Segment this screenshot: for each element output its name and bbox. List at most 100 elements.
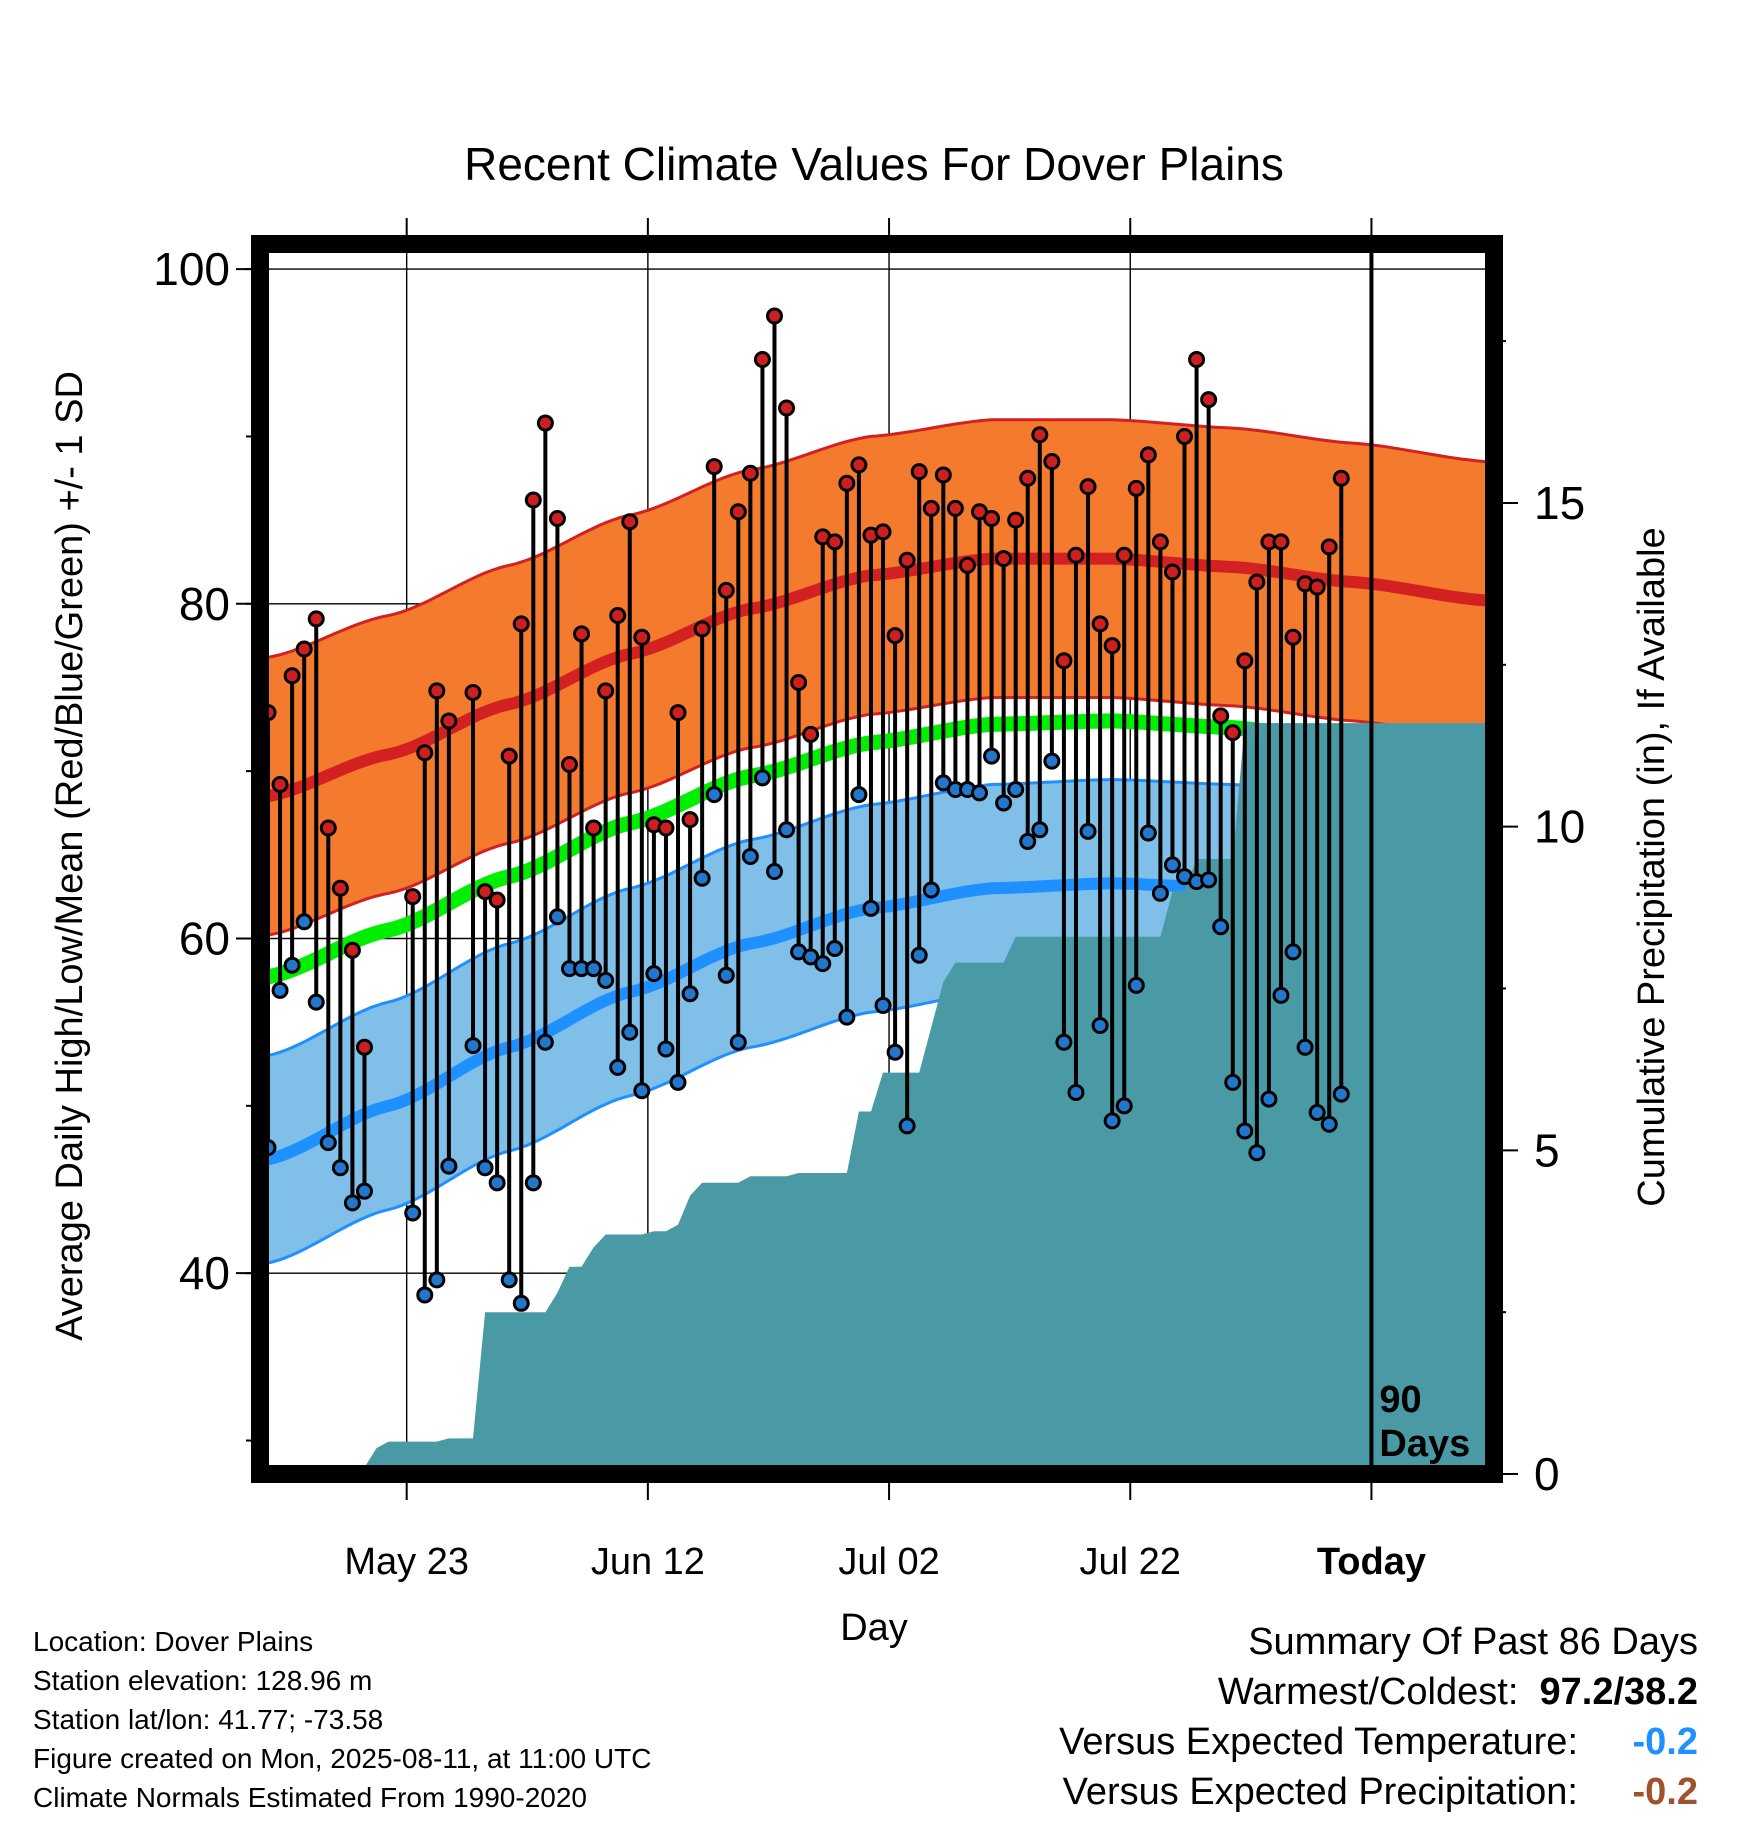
daily-low-point xyxy=(1163,856,1181,874)
y2-tick-label: 10 xyxy=(1534,801,1585,853)
daily-low-point xyxy=(1055,1033,1073,1051)
daily-high-point xyxy=(838,474,856,492)
daily-low-point xyxy=(765,863,783,881)
daily-low-point xyxy=(645,965,663,983)
daily-low-point xyxy=(1043,752,1061,770)
daily-low-point xyxy=(440,1157,458,1175)
daily-high-point xyxy=(741,464,759,482)
daily-low-point xyxy=(1224,1073,1242,1091)
daily-high-point xyxy=(1320,538,1338,556)
daily-high-point xyxy=(1067,546,1085,564)
precip-value: -0.2 xyxy=(1632,1771,1698,1813)
daily-high-point xyxy=(717,581,735,599)
daily-low-point xyxy=(1260,1090,1278,1108)
warm-cold-label: Warmest/Coldest: xyxy=(1217,1671,1519,1713)
daily-high-point xyxy=(1284,628,1302,646)
daily-low-point xyxy=(838,1008,856,1026)
daily-low-point xyxy=(1139,824,1157,842)
daily-high-point xyxy=(609,607,627,625)
y-tick-label: 100 xyxy=(153,243,230,295)
daily-low-point xyxy=(717,966,735,984)
daily-high-point xyxy=(1103,637,1121,655)
daily-high-point xyxy=(488,891,506,909)
daily-low-point xyxy=(1332,1085,1350,1103)
daily-low-point xyxy=(319,1134,337,1152)
daily-high-point xyxy=(416,744,434,762)
daily-high-point xyxy=(319,819,337,837)
daily-low-point xyxy=(609,1058,627,1076)
daily-low-point xyxy=(295,913,313,931)
daily-high-point xyxy=(524,491,542,509)
daily-high-point xyxy=(307,610,325,628)
daily-high-point xyxy=(404,888,422,906)
daily-high-point xyxy=(681,811,699,829)
info-elevation: Station elevation: 128.96 m xyxy=(33,1665,373,1696)
daily-high-point xyxy=(910,463,928,481)
daily-high-point xyxy=(1176,427,1194,445)
daily-high-point xyxy=(1200,391,1218,409)
daily-low-point xyxy=(428,1271,446,1289)
temp-value: -0.2 xyxy=(1632,1721,1698,1763)
y-tick-label: 40 xyxy=(179,1247,230,1299)
daily-low-point xyxy=(1007,781,1025,799)
daily-high-point xyxy=(1163,563,1181,581)
daily-low-point xyxy=(1019,832,1037,850)
daily-low-point xyxy=(548,908,566,926)
x-tick-label: Jul 02 xyxy=(838,1541,939,1583)
x-tick-label: Jul 22 xyxy=(1080,1541,1181,1583)
daily-high-point xyxy=(1055,652,1073,670)
daily-low-point xyxy=(657,1040,675,1058)
daily-high-point xyxy=(778,399,796,417)
x-axis-title: Day xyxy=(840,1607,908,1649)
summary-warm-cold: Warmest/Coldest: 97.2/38.2 xyxy=(1059,1667,1698,1717)
daily-low-point xyxy=(886,1043,904,1061)
daily-low-point xyxy=(753,769,771,787)
daily-high-point xyxy=(983,509,1001,527)
daily-high-point xyxy=(922,499,940,517)
daily-low-point xyxy=(862,899,880,917)
daily-high-point xyxy=(765,307,783,325)
daily-low-point xyxy=(404,1204,422,1222)
daily-low-point xyxy=(283,956,301,974)
daily-low-point xyxy=(416,1286,434,1304)
daily-high-point xyxy=(295,640,313,658)
daily-high-point xyxy=(874,523,892,541)
daily-high-point xyxy=(1019,469,1037,487)
daily-high-point xyxy=(1079,478,1097,496)
days-marker-label: Days xyxy=(1379,1423,1470,1465)
daily-low-point xyxy=(1284,943,1302,961)
daily-low-point xyxy=(1067,1083,1085,1101)
daily-low-point xyxy=(1091,1017,1109,1035)
summary-panel: Summary Of Past 86 Days Warmest/Coldest:… xyxy=(1059,1617,1698,1817)
daily-low-point xyxy=(1296,1038,1314,1056)
station-info: Location: Dover Plains Station elevation… xyxy=(33,1622,651,1817)
daily-high-point xyxy=(1091,615,1109,633)
axis-ticks: 40 60 80 100 0 5 10 15 May 23 Jun 12 Jul 02 Jul 22 T… xyxy=(153,218,1585,1583)
daily-low-point xyxy=(1200,871,1218,889)
daily-high-point xyxy=(753,350,771,368)
daily-high-point xyxy=(355,1038,373,1056)
daily-high-point xyxy=(705,458,723,476)
daily-high-point xyxy=(946,499,964,517)
info-normals: Climate Normals Estimated From 1990-2020 xyxy=(33,1782,587,1813)
y2-axis-title: Cumulative Precipitation (in), If Availa… xyxy=(1631,527,1673,1206)
precipitation-area xyxy=(268,723,1486,1474)
y-tick-label: 80 xyxy=(179,578,230,630)
daily-low-point xyxy=(524,1174,542,1192)
days-marker-label: 90 xyxy=(1379,1379,1421,1421)
daily-high-point xyxy=(597,682,615,700)
info-location: Location: Dover Plains xyxy=(33,1626,314,1657)
daily-low-point xyxy=(464,1037,482,1055)
daily-high-point xyxy=(693,620,711,638)
daily-high-point xyxy=(548,509,566,527)
daily-high-point xyxy=(500,747,518,765)
daily-low-point xyxy=(633,1082,651,1100)
daily-high-point xyxy=(1188,350,1206,368)
y2-tick-label: 5 xyxy=(1534,1124,1560,1176)
daily-high-point xyxy=(512,615,530,633)
daily-low-point xyxy=(343,1194,361,1212)
daily-low-point xyxy=(1151,884,1169,902)
daily-high-point xyxy=(343,941,361,959)
daily-high-point xyxy=(536,414,554,432)
